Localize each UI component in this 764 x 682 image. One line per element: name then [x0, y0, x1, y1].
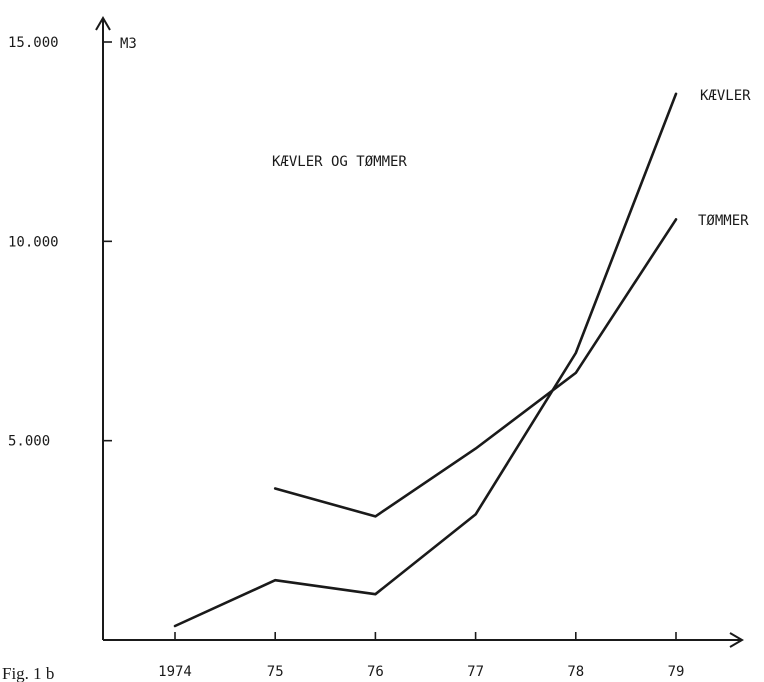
- y-axis-arrow: [95, 16, 111, 31]
- y-tick-label: 5.000: [8, 434, 50, 450]
- x-tick-label: 76: [367, 664, 384, 680]
- y-axis-unit-label: M3: [120, 36, 137, 52]
- y-tick-label: 10.000: [8, 234, 59, 250]
- series-label-kaevler: KÆVLER: [700, 88, 751, 104]
- figure-caption: Fig. 1 b: [2, 664, 54, 682]
- series-label-tommer: TØMMER: [698, 213, 749, 229]
- axes: [95, 16, 744, 648]
- x-tick-label: 77: [467, 664, 484, 680]
- x-tick-label: 75: [267, 664, 284, 680]
- x-tick-label: 1974: [158, 664, 192, 680]
- x-tick-label: 78: [567, 664, 584, 680]
- series-line-kaevler: [173, 92, 678, 628]
- chart-title: KÆVLER OG TØMMER: [272, 154, 407, 170]
- x-axis-arrow: [729, 632, 744, 648]
- x-ticks: 1974 75 76 77 78 79: [158, 632, 684, 680]
- x-tick-label: 79: [668, 664, 685, 680]
- y-ticks: 5.000 10.000 15.000: [8, 35, 112, 450]
- series-line-tommer: [273, 218, 678, 518]
- y-tick-label: 15.000: [8, 35, 59, 51]
- series-group: [173, 92, 678, 628]
